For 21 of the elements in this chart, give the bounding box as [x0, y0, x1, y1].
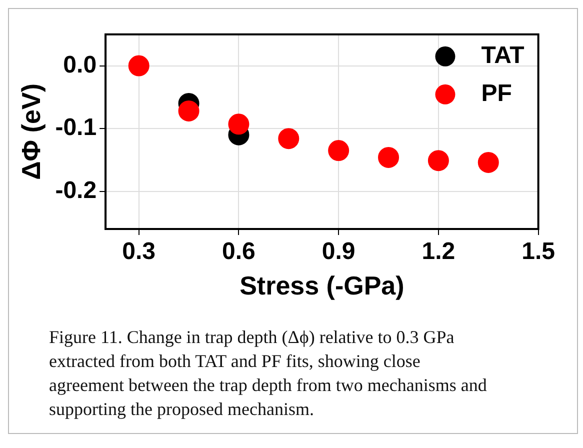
y-tick-label: 0.0: [63, 51, 97, 78]
x-tick-label: 0.9: [322, 238, 356, 266]
point: [278, 128, 300, 150]
point: [428, 150, 449, 172]
x-axis-title: Stress (-GPa): [240, 270, 404, 301]
x-tick-label: 0.3: [122, 238, 156, 266]
legend-label: TAT: [481, 42, 525, 70]
y-tick-label: -0.1: [55, 114, 97, 142]
point: [228, 114, 250, 135]
y-axis-title: ΔΦ (eV): [16, 84, 46, 180]
x-tick-label: 0.6: [222, 238, 256, 266]
point: [178, 100, 200, 122]
caption: Figure 11. Change in trap depth (Δϕ) relative to 0.3 GPa extracted from both TAT and PF fits, showing close agreement between the trap depth from two mechanisms and supporting the proposed mechanism.: [49, 326, 488, 421]
legend-label: PF: [481, 80, 512, 108]
point: [128, 55, 150, 76]
x-tick-label: 1.5: [522, 238, 556, 266]
point: [478, 152, 499, 173]
point: [378, 146, 400, 168]
x-tick-label: 1.2: [422, 238, 456, 266]
y-tick-label: -0.2: [55, 176, 97, 204]
point: [328, 140, 350, 162]
